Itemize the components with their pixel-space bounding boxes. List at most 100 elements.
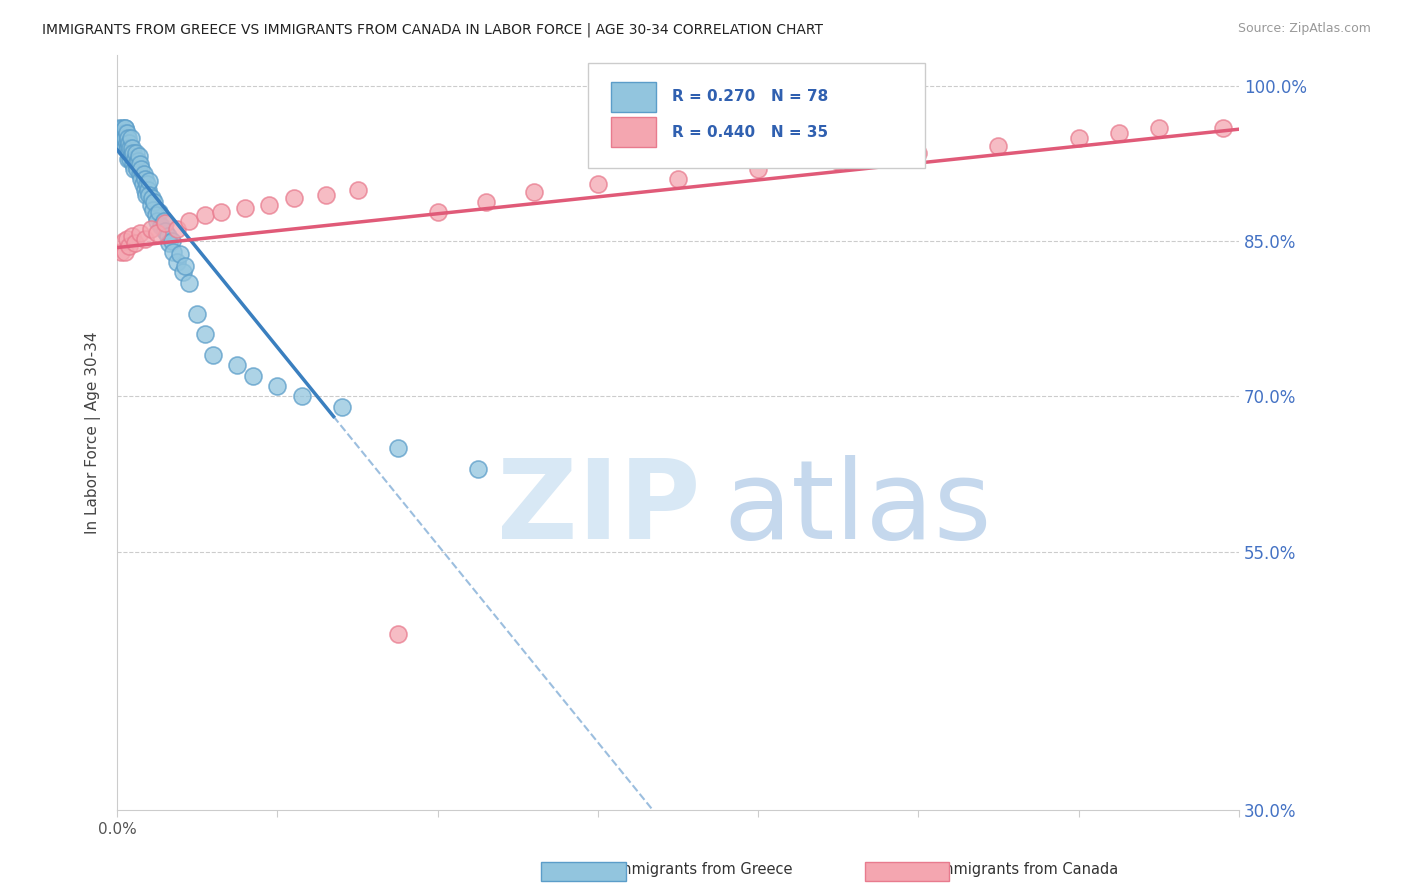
Point [114,120,136,135]
Point [125,146,148,161]
Point [259,198,281,212]
Point [128,157,150,171]
Point [146,226,169,240]
Point [117,141,139,155]
Point [523,185,546,199]
Point [202,348,225,362]
Point [1212,120,1234,135]
Point [114,244,136,259]
Point [124,236,146,251]
Point [111,120,134,135]
Point [111,136,134,150]
Point [150,219,173,233]
Point [155,216,177,230]
Point [145,209,167,223]
Point [139,222,162,236]
Text: Immigrants from Canada: Immigrants from Canada [935,863,1118,877]
Point [162,244,184,259]
Point [157,236,180,251]
Point [139,198,162,212]
Point [186,307,208,321]
Point [122,146,145,161]
Point [226,359,249,373]
Point [120,141,142,155]
Point [112,131,135,145]
Y-axis label: In Labor Force | Age 30-34: In Labor Force | Age 30-34 [86,331,101,533]
Point [266,379,288,393]
Point [283,191,305,205]
Point [117,152,139,166]
Point [148,205,170,219]
Point [143,194,166,209]
Point [586,178,609,192]
Point [179,213,201,227]
Point [122,161,145,176]
Point [172,265,194,279]
Point [114,120,136,135]
FancyBboxPatch shape [610,117,655,147]
Point [142,203,165,218]
Point [235,201,257,215]
Point [115,126,138,140]
Point [114,131,136,145]
Point [136,183,159,197]
Text: Source: ZipAtlas.com: Source: ZipAtlas.com [1237,22,1371,36]
Point [907,146,929,161]
Point [114,126,136,140]
Point [387,441,409,455]
Point [160,234,183,248]
Point [467,462,489,476]
Point [1108,126,1130,140]
Point [122,157,145,171]
Point [112,234,135,248]
Text: IMMIGRANTS FROM GREECE VS IMMIGRANTS FROM CANADA IN LABOR FORCE | AGE 30-34 CORR: IMMIGRANTS FROM GREECE VS IMMIGRANTS FRO… [42,22,823,37]
Point [118,136,141,150]
Point [108,120,131,135]
Point [987,139,1010,153]
Point [141,191,163,205]
Point [346,183,368,197]
Point [152,213,174,227]
Point [132,167,155,181]
Point [138,187,160,202]
Point [121,229,143,244]
Point [128,149,150,163]
Point [156,229,179,244]
Point [134,172,156,186]
Point [128,167,150,181]
Point [121,146,143,161]
Point [330,400,353,414]
Point [117,141,139,155]
Point [1147,120,1170,135]
Point [134,183,156,197]
Point [131,172,153,186]
Point [242,368,264,383]
Point [194,209,217,223]
Point [146,213,169,227]
Point [132,178,155,192]
Point [120,131,142,145]
Point [426,205,449,219]
Point [155,224,177,238]
Point [114,141,136,155]
Point [174,259,197,273]
Point [127,161,149,176]
Point [124,152,146,166]
Text: R = 0.440   N = 35: R = 0.440 N = 35 [672,125,828,140]
Point [747,161,769,176]
Point [110,136,132,150]
Point [209,205,232,219]
Point [387,627,409,641]
Point [166,255,188,269]
Point [166,222,188,236]
Point [114,136,136,150]
Point [115,136,138,150]
Point [125,157,148,171]
Point [179,276,201,290]
Point [127,153,149,168]
Point [118,146,141,161]
Point [110,126,132,140]
Point [827,153,849,168]
Point [666,172,689,186]
Point [474,194,496,209]
